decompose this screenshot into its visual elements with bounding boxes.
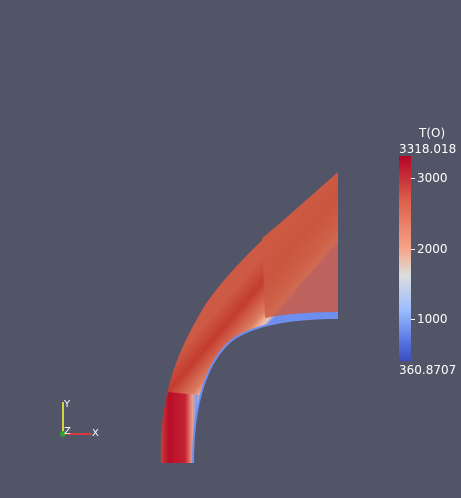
colorbar-tick	[411, 249, 415, 250]
colorbar	[399, 156, 411, 361]
colorbar-tick-label: 3000	[417, 171, 448, 185]
colorbar-min-label: 360.8707	[399, 363, 457, 377]
axis-x-label: X	[92, 428, 99, 439]
colorbar-title: T(O)	[419, 126, 446, 140]
colorbar-tick-label: 1000	[417, 312, 448, 326]
orientation-axes: Y X Z	[60, 399, 99, 439]
colorbar-tick	[411, 178, 415, 179]
colorbar-max-label: 3318.018	[399, 142, 457, 156]
axis-y-label: Y	[63, 399, 71, 410]
body-wall-line	[192, 317, 339, 464]
outer-plateau-region	[262, 172, 338, 318]
axis-z-label: Z	[64, 426, 71, 437]
stagnation-region	[160, 392, 199, 463]
colorbar-tick	[411, 319, 415, 320]
colorbar-tick-label: 2000	[417, 242, 448, 256]
